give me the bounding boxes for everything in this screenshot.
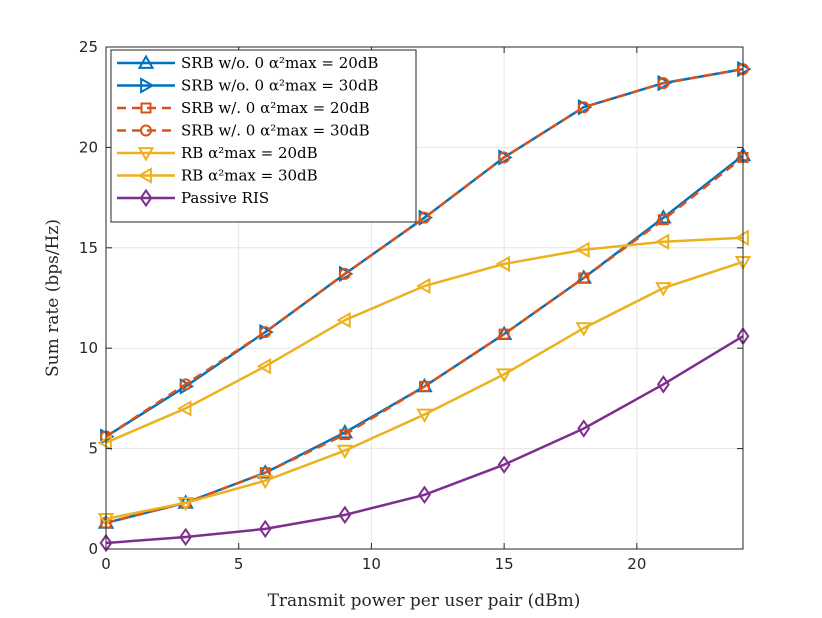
series-line — [105, 260, 744, 521]
data-point — [656, 375, 670, 394]
x-tick-label: 15 — [495, 555, 514, 573]
data-point — [495, 368, 513, 383]
data-point — [495, 255, 510, 273]
data-point — [257, 474, 274, 490]
data-point — [415, 277, 431, 295]
data-point — [418, 211, 431, 224]
data-point — [179, 527, 193, 547]
y-tick-label: 20 — [79, 138, 98, 156]
x-tick-label: 5 — [234, 555, 244, 573]
legend-marker — [137, 147, 155, 162]
data-point — [256, 358, 272, 375]
legend-entry: SRB w/o. 0 α²max = 20dB — [117, 54, 378, 72]
data-point — [259, 326, 272, 339]
data-point — [177, 400, 192, 417]
data-point — [336, 311, 351, 329]
legend-entry: RB α²max = 30dB — [117, 167, 318, 185]
legend-marker — [137, 167, 152, 184]
data-point — [97, 434, 112, 451]
legend-label: SRB w/o. 0 α²max = 30dB — [181, 77, 378, 95]
legend-entry: SRB w/. 0 α²max = 20dB — [117, 99, 370, 117]
y-axis-label: Sum rate (bps/Hz) — [43, 219, 63, 377]
data-point — [578, 272, 590, 284]
series-line — [105, 335, 744, 545]
data-point — [498, 328, 510, 340]
data-point — [336, 444, 354, 460]
data-point — [498, 151, 511, 164]
legend-marker — [140, 124, 152, 137]
data-point — [575, 241, 590, 259]
legend-entry: SRB w/o. 0 α²max = 30dB — [117, 77, 378, 95]
data-point — [339, 429, 351, 441]
legend-marker — [140, 102, 152, 114]
data-point — [419, 380, 430, 392]
legend-entry: Passive RIS — [117, 188, 269, 208]
series-line — [105, 236, 744, 444]
y-tick-label: 5 — [88, 440, 98, 458]
y-tick-label: 15 — [79, 239, 98, 257]
legend-marker — [140, 77, 155, 94]
y-tick-label: 0 — [88, 540, 98, 558]
series-line — [105, 67, 744, 438]
legend-label: SRB w/. 0 α²max = 30dB — [181, 122, 370, 140]
legend-label: RB α²max = 30dB — [181, 167, 318, 185]
legend-marker — [137, 54, 155, 69]
data-point — [338, 505, 352, 525]
data-point — [497, 455, 511, 474]
x-tick-label: 0 — [101, 555, 111, 573]
data-point — [657, 214, 669, 226]
x-tick-label: 10 — [362, 555, 381, 573]
data-point — [258, 519, 272, 539]
y-tick-label: 10 — [79, 339, 98, 357]
data-point — [177, 496, 194, 512]
data-point — [654, 233, 670, 250]
data-point — [575, 322, 592, 337]
data-point — [655, 209, 672, 224]
x-axis-label: Transmit power per user pair (dBm) — [268, 591, 581, 611]
data-point — [338, 267, 351, 280]
data-point — [259, 467, 271, 479]
legend-entry: SRB w/. 0 α²max = 30dB — [117, 122, 370, 140]
data-point — [99, 533, 113, 553]
series-5 — [97, 229, 749, 451]
legend-box — [110, 49, 417, 223]
data-point — [416, 408, 433, 423]
series-line — [105, 156, 744, 525]
legend-label: SRB w/. 0 α²max = 20dB — [181, 99, 370, 117]
y-tick-label: 25 — [79, 38, 98, 56]
data-point — [418, 485, 431, 505]
legend-label: Passive RIS — [181, 189, 269, 207]
data-point — [657, 77, 670, 90]
series-6 — [99, 326, 750, 553]
legend-label: SRB w/o. 0 α²max = 20dB — [181, 54, 378, 72]
x-tick-label: 20 — [627, 555, 646, 573]
legend: SRB w/o. 0 α²max = 20dB SRB w/o. 0 α²max … — [110, 49, 417, 223]
data-point — [577, 419, 591, 438]
data-point — [179, 378, 192, 391]
data-point — [577, 101, 590, 114]
legend-marker — [139, 188, 153, 208]
legend-entry: RB α²max = 20dB — [117, 144, 318, 162]
data-point — [655, 282, 672, 297]
legend-label: RB α²max = 20dB — [181, 144, 318, 162]
data-point — [734, 229, 749, 246]
axes-box — [105, 46, 744, 550]
series-layer — [97, 60, 752, 553]
